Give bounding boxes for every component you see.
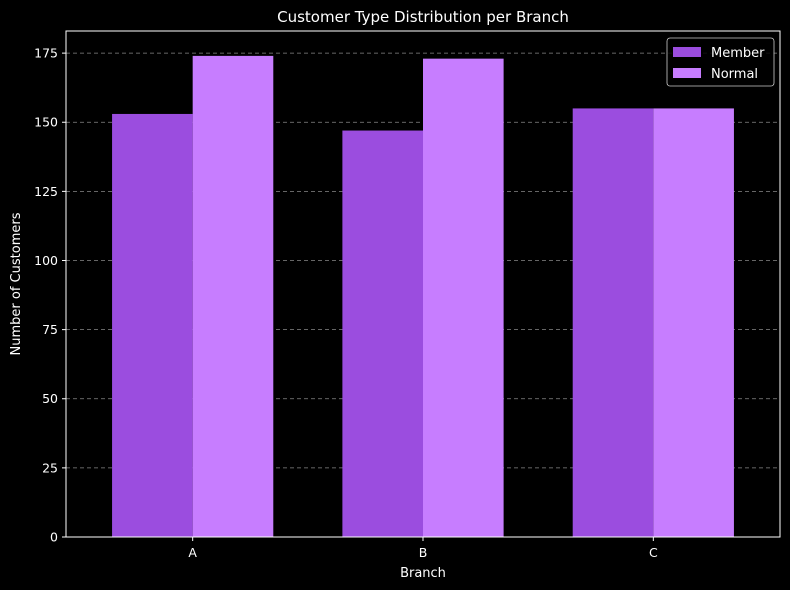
legend-label-member: Member: [711, 46, 765, 61]
legend-label-normal: Normal: [711, 67, 758, 82]
legend-swatch-normal: [673, 68, 701, 78]
x-tick-label: A: [188, 545, 197, 560]
legend-swatch-member: [673, 47, 701, 57]
y-tick-label: 0: [50, 530, 58, 545]
x-tick-label: B: [419, 545, 428, 560]
bar-member-b: [342, 130, 423, 537]
y-tick-label: 175: [34, 46, 58, 61]
bar-member-a: [112, 113, 193, 538]
x-axis-label: Branch: [400, 566, 446, 581]
x-tick-label: C: [649, 545, 658, 560]
y-tick-label: 100: [34, 253, 58, 268]
legend: Member Normal: [666, 37, 775, 87]
bars: [112, 55, 734, 538]
y-ticks: 0 25 50 75 100 125 150 175: [34, 46, 66, 545]
bar-normal-c: [653, 108, 734, 537]
x-ticks: A B C: [188, 537, 658, 560]
chart-title: Customer Type Distribution per Branch: [277, 8, 569, 26]
y-tick-label: 150: [34, 115, 58, 130]
y-tick-label: 125: [34, 184, 58, 199]
bar-member-c: [572, 108, 654, 537]
bar-normal-b: [423, 58, 504, 538]
y-tick-label: 50: [42, 391, 58, 406]
bar-normal-a: [192, 55, 274, 537]
y-tick-label: 75: [42, 322, 58, 337]
y-axis-label: Number of Customers: [9, 212, 24, 355]
y-tick-label: 25: [42, 460, 58, 475]
